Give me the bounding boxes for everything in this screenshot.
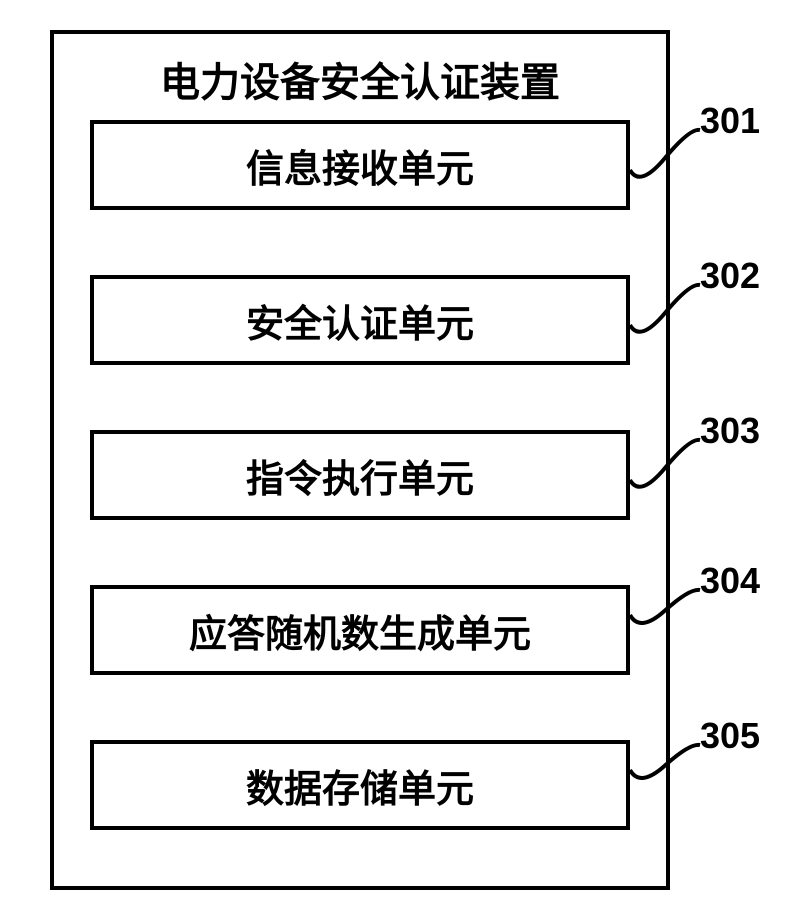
unit-box-3: 应答随机数生成单元 — [90, 585, 630, 675]
connector-0 — [610, 110, 720, 190]
unit-box-0: 信息接收单元 — [90, 120, 630, 210]
connector-2 — [610, 420, 720, 500]
diagram-title: 电力设备安全认证装置 — [90, 50, 630, 108]
unit-box-4: 数据存储单元 — [90, 740, 630, 830]
unit-box-1: 安全认证单元 — [90, 275, 630, 365]
diagram-canvas: 电力设备安全认证装置 信息接收单元301安全认证单元302指令执行单元303应答… — [0, 0, 800, 912]
unit-box-2: 指令执行单元 — [90, 430, 630, 520]
connector-3 — [610, 570, 720, 635]
connector-4 — [610, 725, 720, 790]
connector-1 — [610, 265, 720, 345]
